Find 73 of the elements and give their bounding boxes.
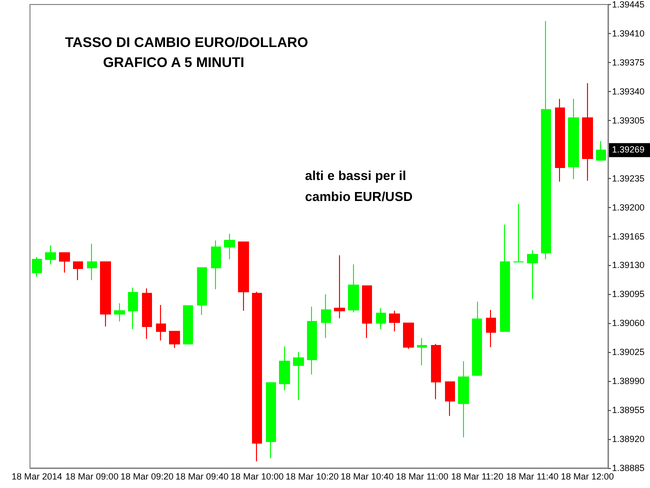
y-tick-label: 1.39025 (612, 347, 645, 358)
candlestick (156, 304, 166, 342)
candlestick (362, 285, 372, 339)
text: GRAFICO A 5 MINUTI (103, 54, 244, 70)
y-tick-label: 1.39305 (612, 115, 645, 126)
y-tick-label: 1.38920 (612, 434, 645, 444)
candlestick (100, 261, 111, 327)
candlestick (238, 242, 249, 312)
candlestick (114, 302, 125, 322)
x-tick-label: 18 Mar 10:00 (230, 472, 284, 482)
x-tick-label: 18 Mar 11:00 (396, 472, 448, 482)
candlestick (389, 310, 400, 332)
candlestick (431, 343, 441, 400)
candlestick (348, 264, 359, 313)
y-tick-label: 1.39130 (612, 260, 645, 270)
candlestick (541, 20, 551, 260)
candlestick (45, 244, 56, 265)
y-tick-label: 1.39340 (612, 86, 645, 96)
candlestick (224, 233, 235, 260)
candlestick (403, 322, 414, 350)
y-tick-label: 1.39165 (612, 231, 645, 242)
x-tick-label: 18 Mar 12:00 (560, 472, 614, 482)
candlestick (32, 256, 42, 278)
y-tick-label: 1.39445 (612, 0, 645, 10)
candlestick (73, 261, 83, 281)
candlestick (59, 252, 70, 274)
y-tick-label: 1.39235 (612, 173, 645, 184)
candlestick (334, 254, 345, 319)
candlestick (458, 360, 469, 438)
candlestick (266, 382, 276, 459)
candlestick (142, 288, 152, 340)
candlestick (596, 140, 606, 161)
candlestick (555, 98, 565, 182)
annotation: 1.39269 (612, 144, 645, 155)
candlestick (211, 240, 221, 290)
y-tick-label: 1.39060 (612, 318, 645, 328)
candlestick (87, 243, 97, 281)
candlestick (279, 346, 290, 391)
candlestick (307, 306, 317, 375)
candlestick (417, 338, 427, 366)
candlestick (169, 330, 180, 348)
candlestick (376, 308, 386, 330)
candlestick (500, 224, 510, 332)
x-tick-label: 18 Mar 09:00 (65, 472, 118, 482)
y-tick-label: 1.39410 (612, 28, 645, 38)
candlestick (293, 352, 304, 401)
candlestick (252, 291, 262, 462)
x-tick-label: 18 Mar 09:20 (120, 472, 174, 482)
y-tick-label: 1.38955 (612, 405, 645, 416)
candlestick (197, 267, 207, 316)
candlestick (486, 309, 496, 348)
x-tick-label: 18 Mar 11:40 (506, 472, 558, 482)
x-tick-label: 18 Mar 10:20 (286, 472, 339, 482)
candlestick (128, 287, 138, 330)
candlestick (472, 301, 482, 376)
candlestick (568, 98, 579, 180)
candlestick (445, 381, 455, 416)
candlestick (582, 82, 593, 182)
candlestick (183, 305, 193, 344)
y-tick-label: 1.38885 (612, 463, 645, 473)
y-tick-label: 1.39095 (612, 289, 645, 300)
y-tick-label: 1.39200 (612, 202, 645, 212)
y-tick-label: 1.39375 (612, 57, 645, 68)
candlestick (321, 294, 331, 339)
candlestick (527, 250, 538, 300)
y-tick-label: 1.38990 (612, 376, 645, 386)
candlestick (513, 203, 524, 262)
x-tick-label: 18 Mar 11:20 (451, 472, 504, 482)
annotation: alti e bassi per il cambio EUR/USD (305, 168, 413, 204)
text: TASSO DI CAMBIO EURO/DOLLARO (65, 34, 308, 50)
x-tick-label: 18 Mar 10:40 (340, 472, 394, 482)
x-tick-label: 18 Mar 09:40 (176, 472, 229, 482)
x-tick-label: 18 Mar 2014 (12, 472, 62, 482)
